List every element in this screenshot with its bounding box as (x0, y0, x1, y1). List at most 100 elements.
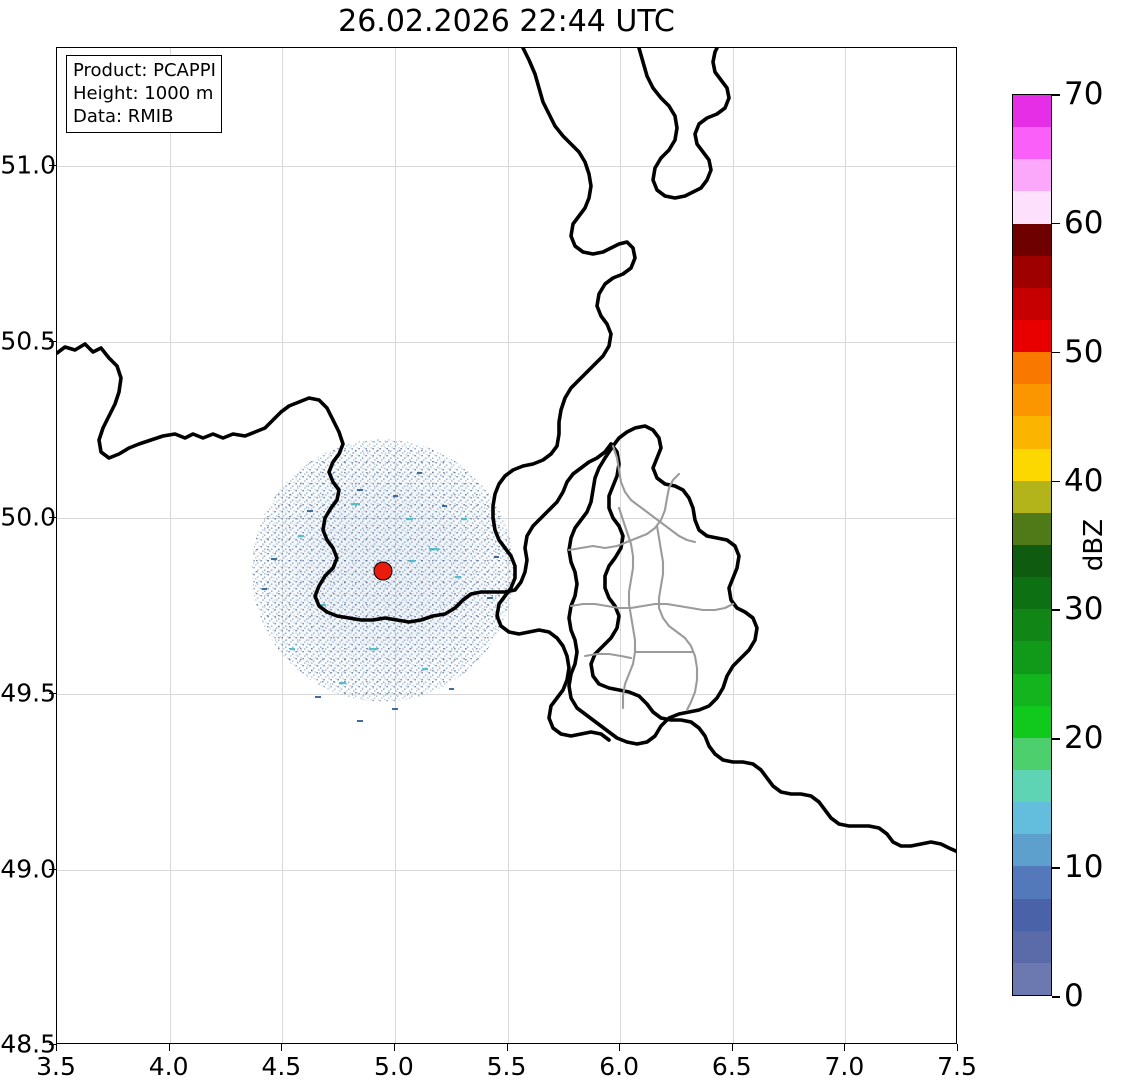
colorbar-band (1013, 127, 1051, 160)
info-data-line: Data: RMIB (73, 106, 174, 127)
x-axis-tick (506, 1044, 508, 1051)
radar-echo-layer (251, 439, 514, 722)
colorbar-band (1013, 641, 1051, 674)
page-title: 26.02.2026 22:44 UTC (338, 4, 675, 39)
colorbar-tick (1052, 996, 1060, 998)
colorbar-tick-label: 20 (1064, 720, 1104, 757)
colorbar-tick-label: 0 (1064, 978, 1084, 1014)
gridline-horizontal (57, 517, 956, 519)
colorbar-band (1013, 866, 1051, 899)
border-north-arm (637, 48, 731, 200)
colorbar-band (1013, 544, 1051, 578)
y-axis-label: 51.0 (0, 150, 56, 180)
colorbar-tick-label: 50 (1064, 333, 1104, 370)
colorbar-band (1013, 609, 1051, 642)
y-axis-tick (49, 868, 56, 870)
gridline-horizontal (57, 341, 956, 343)
y-axis-label: 50.0 (0, 502, 56, 532)
colorbar-tick (1052, 94, 1060, 96)
info-height-line: Height: 1000 m (73, 83, 214, 104)
border-luxembourg (567, 424, 759, 746)
national-border-lines (57, 48, 956, 854)
colorbar-axis-title: dBZ (1079, 518, 1109, 572)
y-axis-tick (49, 340, 56, 342)
x-axis-tick (281, 1044, 283, 1051)
colorbar-band (1013, 577, 1051, 610)
colorbar-tick-label: 40 (1064, 462, 1104, 499)
gridline-horizontal (57, 693, 956, 695)
colorbar-band (1013, 673, 1051, 706)
radar-site-marker[interactable] (373, 561, 393, 580)
x-axis-tick (619, 1044, 621, 1051)
gridline-vertical (845, 48, 847, 1043)
gridline-vertical (169, 48, 171, 1043)
colorbar-band (1013, 191, 1051, 224)
colorbar-band (1013, 448, 1051, 481)
x-axis-label: 3.5 (36, 1052, 76, 1081)
colorbar-tick-label: 30 (1064, 591, 1104, 628)
colorbar-tick (1052, 222, 1060, 225)
colorbar-band (1013, 352, 1051, 385)
colorbar-band (1013, 159, 1051, 192)
colorbar-band (1013, 705, 1051, 738)
gridline-horizontal (57, 165, 956, 167)
colorbar-band (1013, 962, 1051, 995)
colorbar-tick (1052, 609, 1060, 611)
y-axis-label: 48.5 (0, 1029, 56, 1059)
gridline-horizontal (57, 869, 956, 871)
colorbar-band (1013, 255, 1051, 288)
border-southeast (589, 442, 956, 854)
y-axis-label: 49.5 (0, 678, 56, 708)
y-axis-label: 50.5 (0, 326, 56, 356)
map-plot-area[interactable] (56, 47, 957, 1044)
colorbar-band (1013, 737, 1051, 770)
x-axis-tick (731, 1044, 733, 1051)
colorbar-tick-label: 60 (1064, 204, 1104, 241)
x-axis-tick (56, 1044, 57, 1051)
colorbar-band (1013, 769, 1051, 803)
x-axis-label: 7.0 (824, 1052, 865, 1081)
x-axis-label: 6.0 (599, 1052, 639, 1081)
colorbar-band (1013, 480, 1051, 513)
colorbar-tick (1052, 867, 1060, 869)
x-axis-tick (844, 1044, 846, 1051)
colorbar-band (1013, 319, 1051, 353)
colorbar-band (1013, 834, 1051, 867)
x-axis-label: 5.5 (486, 1052, 527, 1081)
colorbar-band (1013, 416, 1051, 449)
colorbar-band (1013, 384, 1051, 417)
x-axis-label: 7.5 (937, 1052, 977, 1081)
y-axis-label: 49.0 (0, 854, 56, 884)
x-axis-tick (393, 1044, 395, 1051)
map-geometry (57, 48, 956, 854)
x-axis-tick (168, 1044, 170, 1051)
y-axis-tick (49, 1044, 56, 1045)
colorbar-band (1013, 95, 1051, 128)
colorbar-band (1013, 802, 1051, 835)
x-axis-label: 5.0 (374, 1052, 414, 1081)
colorbar-tick (1052, 480, 1060, 483)
x-axis-label: 4.0 (148, 1052, 189, 1081)
product-info-box: Product: PCAPPI Height: 1000 m Data: RMI… (66, 55, 222, 133)
colorbar-tick-label: 70 (1064, 76, 1104, 112)
colorbar[interactable] (1012, 94, 1052, 996)
colorbar-band (1013, 223, 1051, 256)
y-axis-tick (49, 164, 56, 166)
colorbar-band (1013, 898, 1051, 931)
colorbar-tick-label: 10 (1064, 849, 1104, 886)
y-axis-tick (49, 692, 56, 694)
colorbar-band (1013, 512, 1051, 545)
colorbar-band (1013, 930, 1051, 963)
x-axis-label: 6.5 (711, 1052, 752, 1081)
colorbar-tick (1052, 351, 1060, 354)
colorbar-tick (1052, 738, 1060, 740)
x-axis-label: 4.5 (261, 1052, 302, 1081)
info-product-line: Product: PCAPPI (73, 60, 216, 81)
luxembourg-canton-lines (567, 444, 735, 712)
y-axis-tick (49, 516, 56, 518)
map-clip (57, 48, 956, 1043)
x-axis-tick (957, 1044, 958, 1051)
border-netherlands-germany (491, 48, 637, 742)
border-france-belgium (57, 342, 613, 624)
colorbar-band (1013, 287, 1051, 320)
